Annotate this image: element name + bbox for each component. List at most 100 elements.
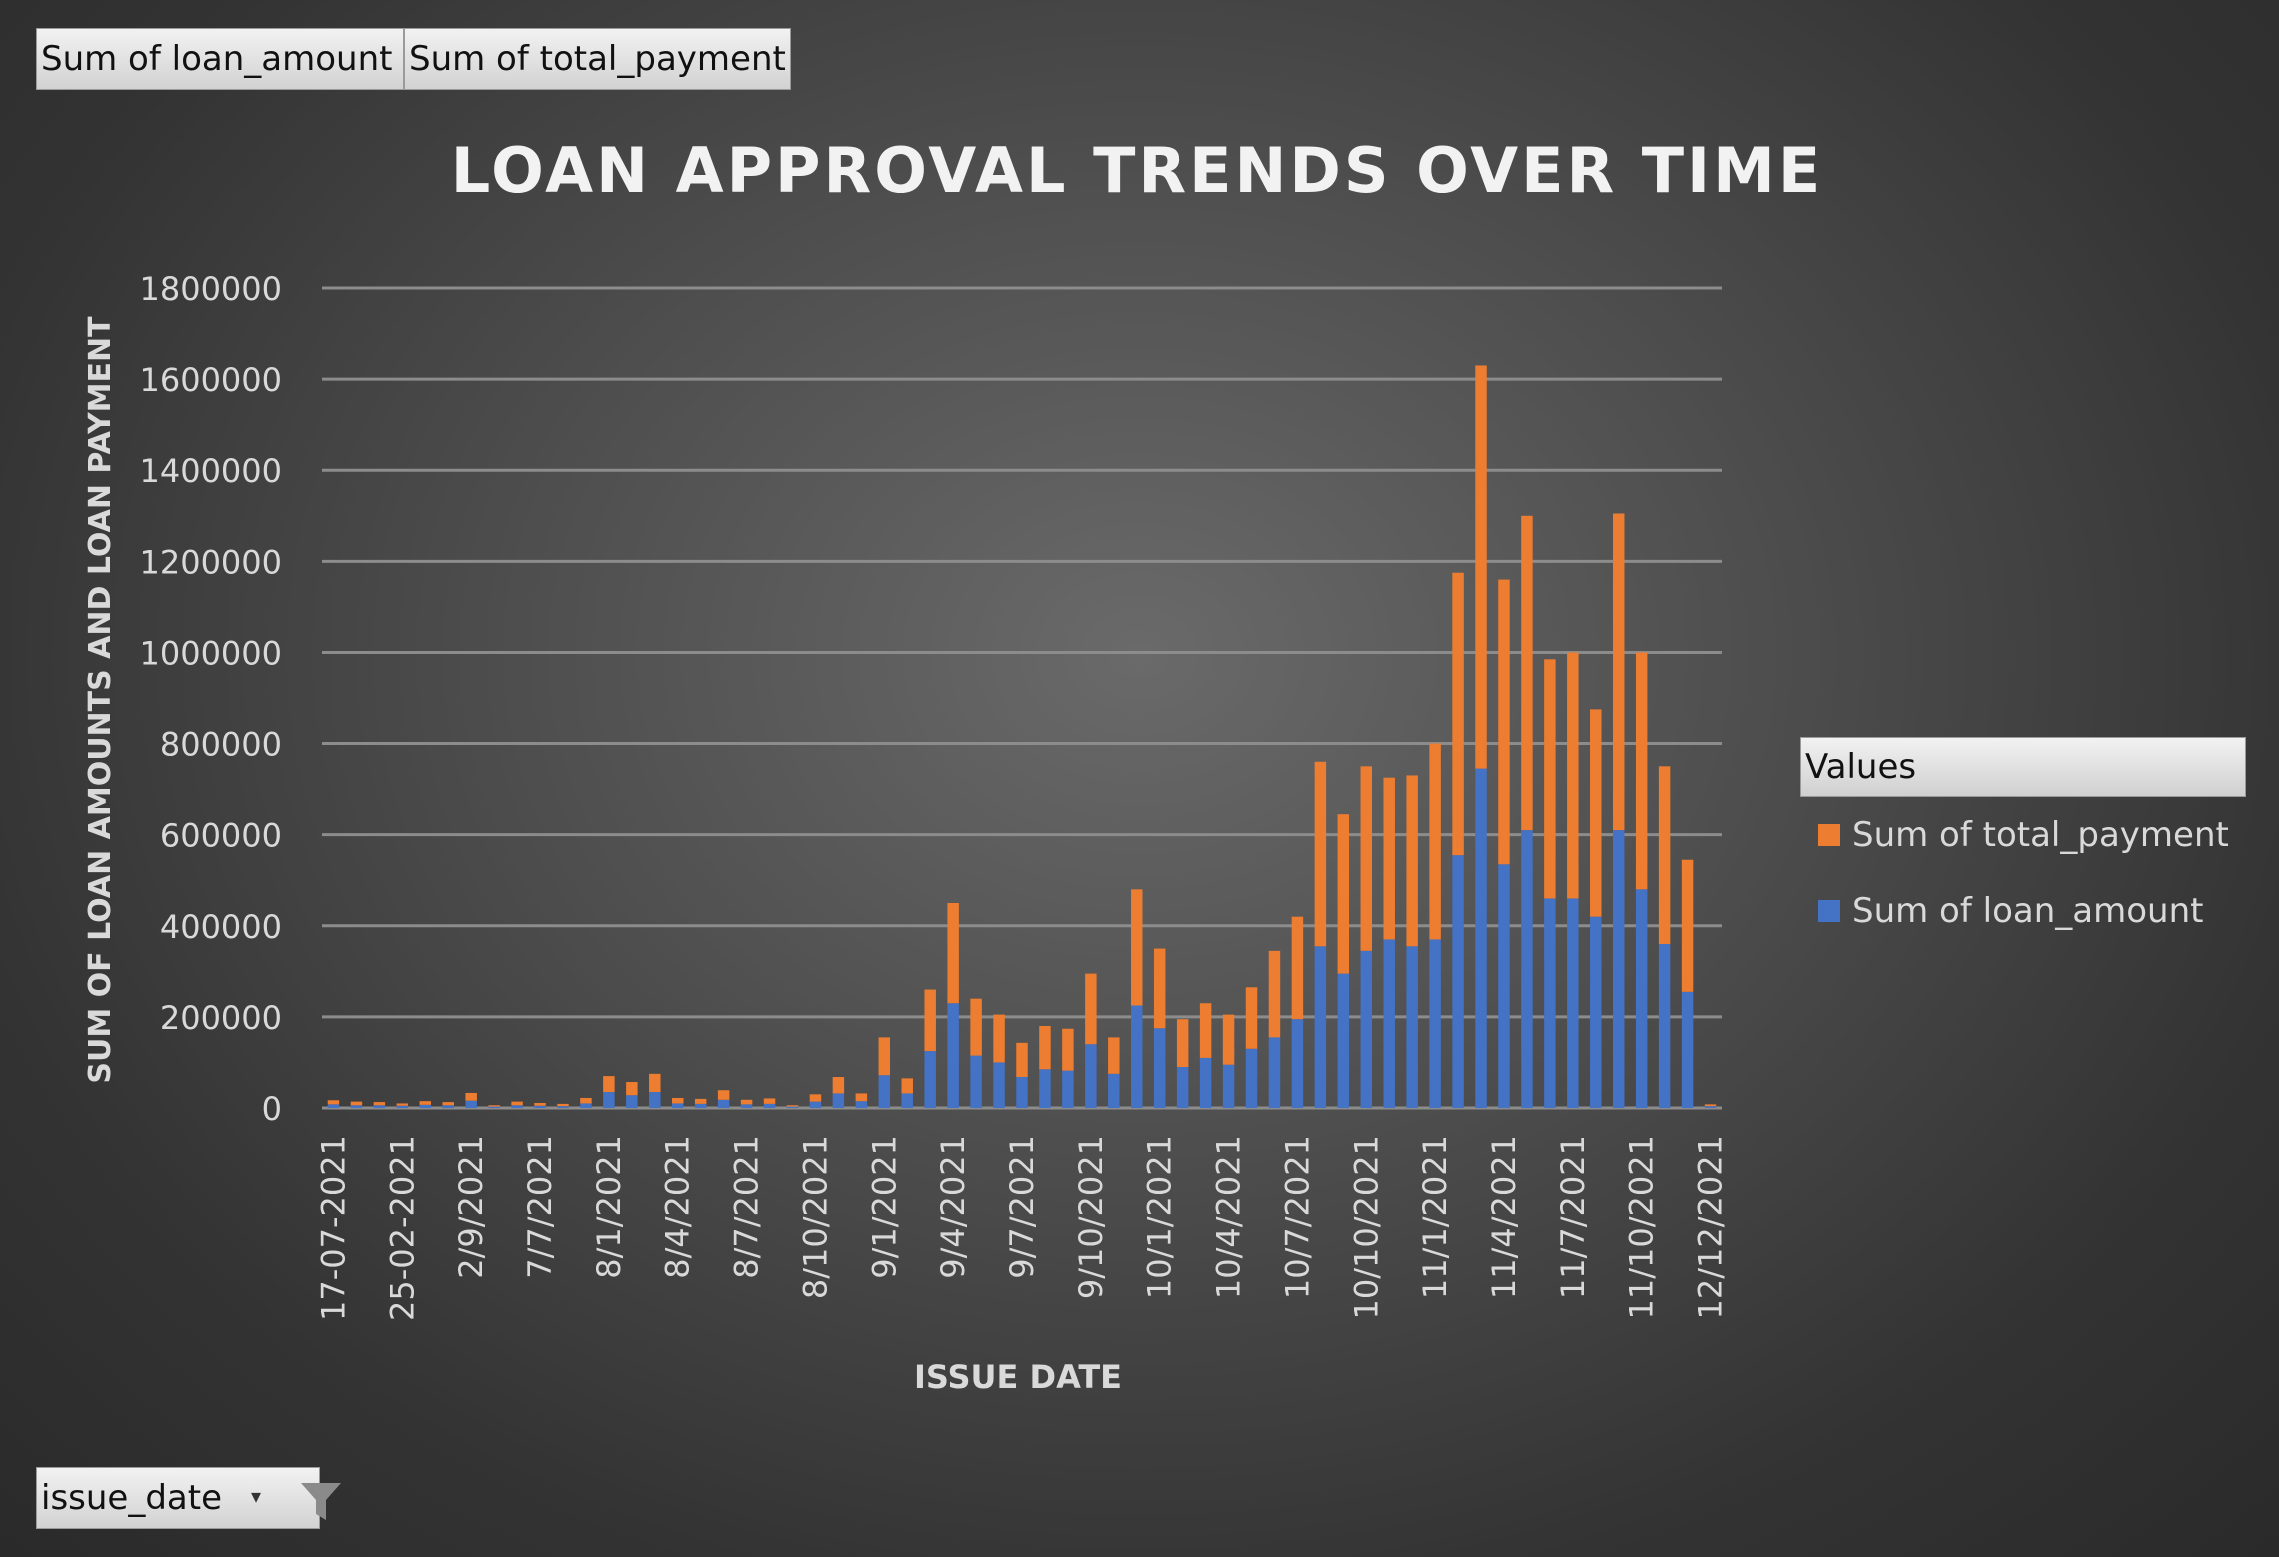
- y-tick-label: 1800000: [139, 270, 282, 308]
- bar-loan-amount: [1635, 889, 1648, 1108]
- bar-loan-amount: [1475, 768, 1487, 1108]
- bar-loan-amount: [580, 1103, 592, 1108]
- bar-total-payment: [1360, 766, 1372, 951]
- bar-loan-amount: [1108, 1073, 1120, 1108]
- bar-total-payment: [373, 1102, 386, 1106]
- bar-total-payment: [557, 1103, 569, 1107]
- bar-total-payment: [924, 989, 936, 1052]
- bar-total-payment: [1544, 659, 1556, 899]
- bar-loan-amount: [1291, 1019, 1304, 1108]
- bar-total-payment: [350, 1101, 363, 1106]
- bar-loan-amount: [672, 1103, 684, 1108]
- bar-loan-amount: [1085, 1044, 1097, 1108]
- legend-label-total-payment: Sum of total_payment: [1852, 815, 2229, 855]
- bar-loan-amount: [442, 1105, 454, 1108]
- x-tick-label: 8/1/2021: [590, 1135, 628, 1279]
- bar-total-payment: [603, 1076, 615, 1093]
- y-tick-label: 1000000: [139, 634, 282, 672]
- bar-total-payment: [763, 1098, 776, 1104]
- bar-loan-amount: [1222, 1064, 1235, 1108]
- y-tick-label: 1200000: [139, 543, 282, 581]
- bar-total-payment: [1085, 973, 1097, 1045]
- bar-loan-amount: [373, 1105, 386, 1108]
- bar-loan-amount: [1039, 1069, 1051, 1108]
- x-tick-label: 12/12/2021: [1692, 1135, 1730, 1319]
- bar-loan-amount: [1199, 1057, 1212, 1108]
- bar-loan-amount: [763, 1103, 776, 1108]
- bar-total-payment: [327, 1100, 340, 1105]
- loan-amount-swatch: [1818, 900, 1840, 922]
- bar-total-payment: [534, 1102, 546, 1106]
- x-tick-label: 2/9/2021: [452, 1135, 490, 1279]
- bar-total-payment: [1383, 777, 1395, 940]
- bar-loan-amount: [1429, 939, 1441, 1108]
- bar-loan-amount: [327, 1104, 340, 1108]
- x-tick-label: 10/4/2021: [1210, 1135, 1248, 1299]
- bar-loan-amount: [396, 1105, 409, 1108]
- y-axis-ticks: 0 200000 400000 600000 800000 1000000 1200000 1…: [139, 270, 282, 1128]
- chart-title: LOAN APPROVAL TRENDS OVER TIME: [451, 134, 1823, 207]
- bar-loan-amount: [947, 1003, 959, 1108]
- bar-total-payment: [855, 1093, 868, 1102]
- bars: [327, 365, 1717, 1108]
- bar-loan-amount: [1521, 830, 1533, 1108]
- x-tick-label: 11/1/2021: [1416, 1135, 1454, 1299]
- y-tick-label: 0: [262, 1090, 282, 1128]
- x-tick-label: 8/10/2021: [796, 1135, 834, 1299]
- bar-loan-amount: [1544, 898, 1556, 1108]
- legend-label-loan-amount: Sum of loan_amount: [1852, 891, 2204, 931]
- bar-total-payment: [694, 1098, 707, 1104]
- bar-loan-amount: [1360, 950, 1372, 1108]
- bar-total-payment: [993, 1014, 1005, 1063]
- bar-total-payment: [1681, 859, 1694, 992]
- total-payment-swatch: [1818, 824, 1840, 846]
- bar-loan-amount: [534, 1105, 546, 1108]
- bar-loan-amount: [649, 1092, 661, 1108]
- bar-total-payment: [488, 1105, 500, 1107]
- bar-total-payment: [1062, 1028, 1074, 1071]
- x-tick-label: 11/4/2021: [1485, 1135, 1523, 1299]
- bar-loan-amount: [878, 1075, 891, 1108]
- x-tick-label: 9/1/2021: [865, 1135, 903, 1279]
- bar-total-payment: [786, 1105, 799, 1107]
- bar-total-payment: [1475, 365, 1487, 769]
- y-tick-label: 400000: [160, 908, 282, 946]
- x-tick-label: 10/7/2021: [1278, 1135, 1316, 1299]
- bar-total-payment: [1612, 513, 1625, 831]
- bar-total-payment: [1131, 889, 1143, 1006]
- bar-loan-amount: [1658, 944, 1671, 1108]
- bar-loan-amount: [740, 1104, 753, 1108]
- bar-total-payment: [1521, 515, 1533, 831]
- x-tick-label: 9/10/2021: [1072, 1135, 1110, 1299]
- x-tick-label: 8/4/2021: [659, 1135, 697, 1279]
- bar-loan-amount: [557, 1106, 569, 1108]
- bar-total-payment: [832, 1077, 845, 1094]
- bar-loan-amount: [717, 1099, 730, 1108]
- bar-loan-amount: [832, 1093, 845, 1108]
- bar-total-payment: [672, 1097, 684, 1104]
- bar-loan-amount: [350, 1105, 363, 1108]
- sum-total-payment-field-button[interactable]: Sum of total_payment: [404, 28, 791, 90]
- dropdown-caret-icon: ▾: [251, 1484, 262, 1508]
- bar-loan-amount: [1383, 939, 1395, 1108]
- bar-loan-amount: [855, 1101, 868, 1108]
- bar-total-payment: [809, 1094, 822, 1102]
- bar-total-payment: [465, 1092, 477, 1101]
- x-tick-label: 10/10/2021: [1347, 1135, 1385, 1319]
- y-tick-label: 1400000: [139, 452, 282, 490]
- bar-total-payment: [419, 1101, 432, 1105]
- bar-total-payment: [1590, 709, 1602, 917]
- bar-total-payment: [511, 1101, 523, 1106]
- bar-total-payment: [1199, 1003, 1212, 1058]
- y-tick-label: 200000: [160, 999, 282, 1037]
- bar-total-payment: [1039, 1026, 1051, 1070]
- issue-date-filter-button[interactable]: issue_date ▾: [36, 1467, 341, 1529]
- bar-loan-amount: [1176, 1067, 1189, 1108]
- legend-title[interactable]: Values: [1800, 737, 2246, 797]
- legend-item-total-payment: Sum of total_payment: [1800, 797, 2246, 873]
- sum-loan-amount-field-button[interactable]: Sum of loan_amount: [36, 28, 404, 90]
- bar-loan-amount: [511, 1105, 523, 1108]
- bar-total-payment: [396, 1103, 409, 1106]
- x-tick-label: 8/7/2021: [728, 1135, 766, 1279]
